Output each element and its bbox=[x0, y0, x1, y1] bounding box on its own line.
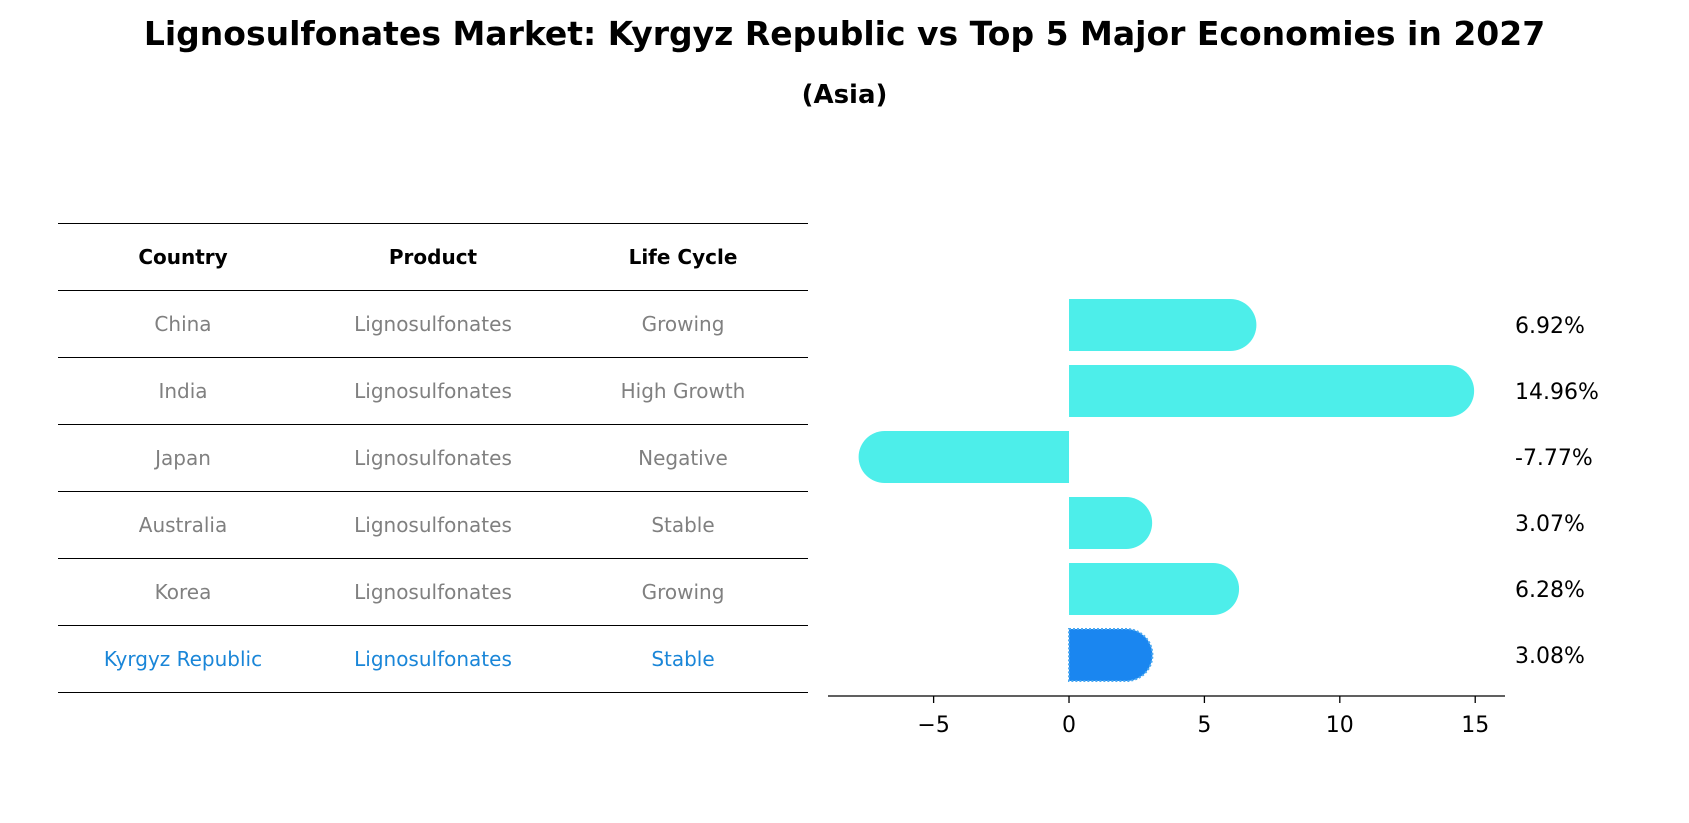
country-cell: Korea bbox=[154, 580, 212, 604]
product-cell: Lignosulfonates bbox=[354, 513, 512, 537]
header-product: Product bbox=[388, 245, 478, 269]
x-tick-label: −5 bbox=[917, 713, 949, 738]
bar-korea bbox=[1069, 563, 1240, 615]
life-cycle-table: Country Product Life Cycle China Lignosu… bbox=[58, 223, 808, 693]
product-cell: Lignosulfonates bbox=[354, 312, 512, 336]
life-cycle-cell: Growing bbox=[641, 580, 725, 604]
bar-japan bbox=[858, 431, 1070, 483]
country-cell: Kyrgyz Republic bbox=[103, 647, 263, 671]
life-cycle-cell: Stable bbox=[651, 647, 715, 671]
table-row: China Lignosulfonates Growing bbox=[58, 290, 808, 357]
value-label: 3.08% bbox=[1515, 644, 1585, 669]
country-cell: India bbox=[158, 379, 208, 403]
table-row: India Lignosulfonates High Growth bbox=[58, 357, 808, 424]
value-label: 6.28% bbox=[1515, 578, 1585, 603]
product-cell: Lignosulfonates bbox=[354, 446, 512, 470]
x-tick-label: 0 bbox=[1062, 713, 1076, 738]
table-row: Japan Lignosulfonates Negative bbox=[58, 424, 808, 491]
value-label: 3.07% bbox=[1515, 512, 1585, 537]
x-tick-label: 5 bbox=[1197, 713, 1211, 738]
value-label: 14.96% bbox=[1515, 380, 1599, 405]
product-cell: Lignosulfonates bbox=[354, 379, 512, 403]
value-label: 6.92% bbox=[1515, 314, 1585, 339]
chart-title: Lignosulfonates Market: Kyrgyz Republic … bbox=[143, 14, 1546, 53]
life-cycle-cell: Growing bbox=[641, 312, 725, 336]
country-cell: Japan bbox=[155, 446, 211, 470]
bar-australia bbox=[1069, 497, 1153, 549]
header-country: Country bbox=[138, 245, 228, 269]
x-tick-label: 10 bbox=[1326, 713, 1354, 738]
bar-china bbox=[1069, 299, 1257, 351]
chart-subtitle: (Asia) bbox=[801, 80, 888, 110]
header-life-cycle: Life Cycle bbox=[628, 245, 738, 269]
life-cycle-cell: Stable bbox=[651, 513, 715, 537]
table-header-row: Country Product Life Cycle bbox=[58, 223, 808, 290]
country-cell: Australia bbox=[138, 513, 228, 537]
bar-kyrgyz-republic bbox=[1068, 628, 1154, 682]
table-row-highlight: Kyrgyz Republic Lignosulfonates Stable bbox=[58, 625, 808, 693]
life-cycle-cell: High Growth bbox=[620, 379, 746, 403]
table-row: Korea Lignosulfonates Growing bbox=[58, 558, 808, 625]
product-cell: Lignosulfonates bbox=[354, 647, 512, 671]
value-label: -7.77% bbox=[1515, 446, 1593, 471]
table-row: Australia Lignosulfonates Stable bbox=[58, 491, 808, 558]
x-tick-label: 15 bbox=[1461, 713, 1489, 738]
life-cycle-cell: Negative bbox=[638, 446, 728, 470]
country-cell: China bbox=[154, 312, 212, 336]
product-cell: Lignosulfonates bbox=[354, 580, 512, 604]
bar-india bbox=[1069, 365, 1475, 417]
